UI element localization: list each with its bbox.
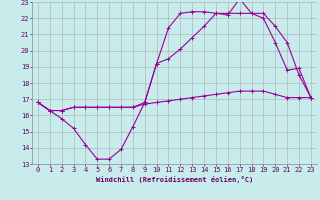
X-axis label: Windchill (Refroidissement éolien,°C): Windchill (Refroidissement éolien,°C) xyxy=(96,176,253,183)
